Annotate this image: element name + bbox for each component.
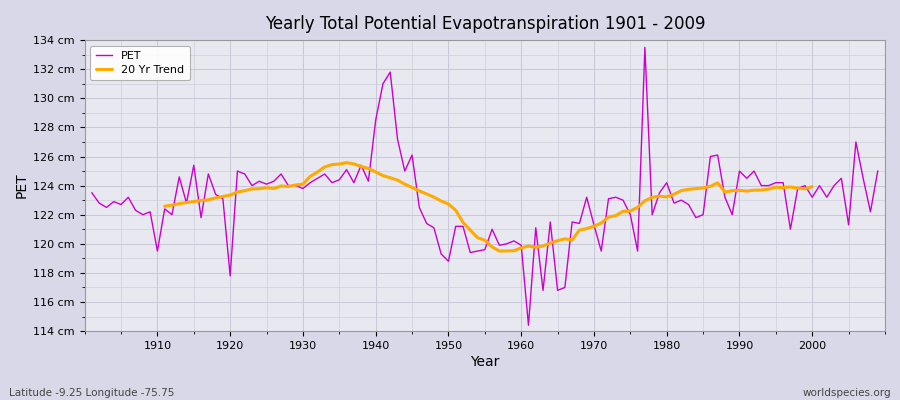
Y-axis label: PET: PET xyxy=(15,173,29,198)
20 Yr Trend xyxy=(247,186,257,191)
PET xyxy=(86,190,97,195)
PET xyxy=(305,180,316,185)
PET xyxy=(523,323,534,328)
X-axis label: Year: Year xyxy=(470,355,500,369)
PET xyxy=(872,169,883,174)
Line: PET: PET xyxy=(92,47,878,325)
20 Yr Trend xyxy=(712,180,723,185)
Line: 20 Yr Trend: 20 Yr Trend xyxy=(165,163,812,251)
PET xyxy=(610,195,621,200)
Text: worldspecies.org: worldspecies.org xyxy=(803,388,891,398)
PET xyxy=(145,210,156,214)
PET xyxy=(508,238,519,243)
20 Yr Trend xyxy=(494,249,505,254)
20 Yr Trend xyxy=(159,204,170,208)
20 Yr Trend xyxy=(341,160,352,165)
Legend: PET, 20 Yr Trend: PET, 20 Yr Trend xyxy=(90,46,190,80)
20 Yr Trend xyxy=(625,209,635,214)
20 Yr Trend xyxy=(727,188,738,193)
PET xyxy=(348,180,359,185)
PET xyxy=(640,45,651,50)
PET xyxy=(516,243,526,248)
20 Yr Trend xyxy=(806,184,817,189)
20 Yr Trend xyxy=(363,166,374,171)
Text: Latitude -9.25 Longitude -75.75: Latitude -9.25 Longitude -75.75 xyxy=(9,388,175,398)
20 Yr Trend xyxy=(792,186,803,190)
Title: Yearly Total Potential Evapotranspiration 1901 - 2009: Yearly Total Potential Evapotranspiratio… xyxy=(265,15,705,33)
